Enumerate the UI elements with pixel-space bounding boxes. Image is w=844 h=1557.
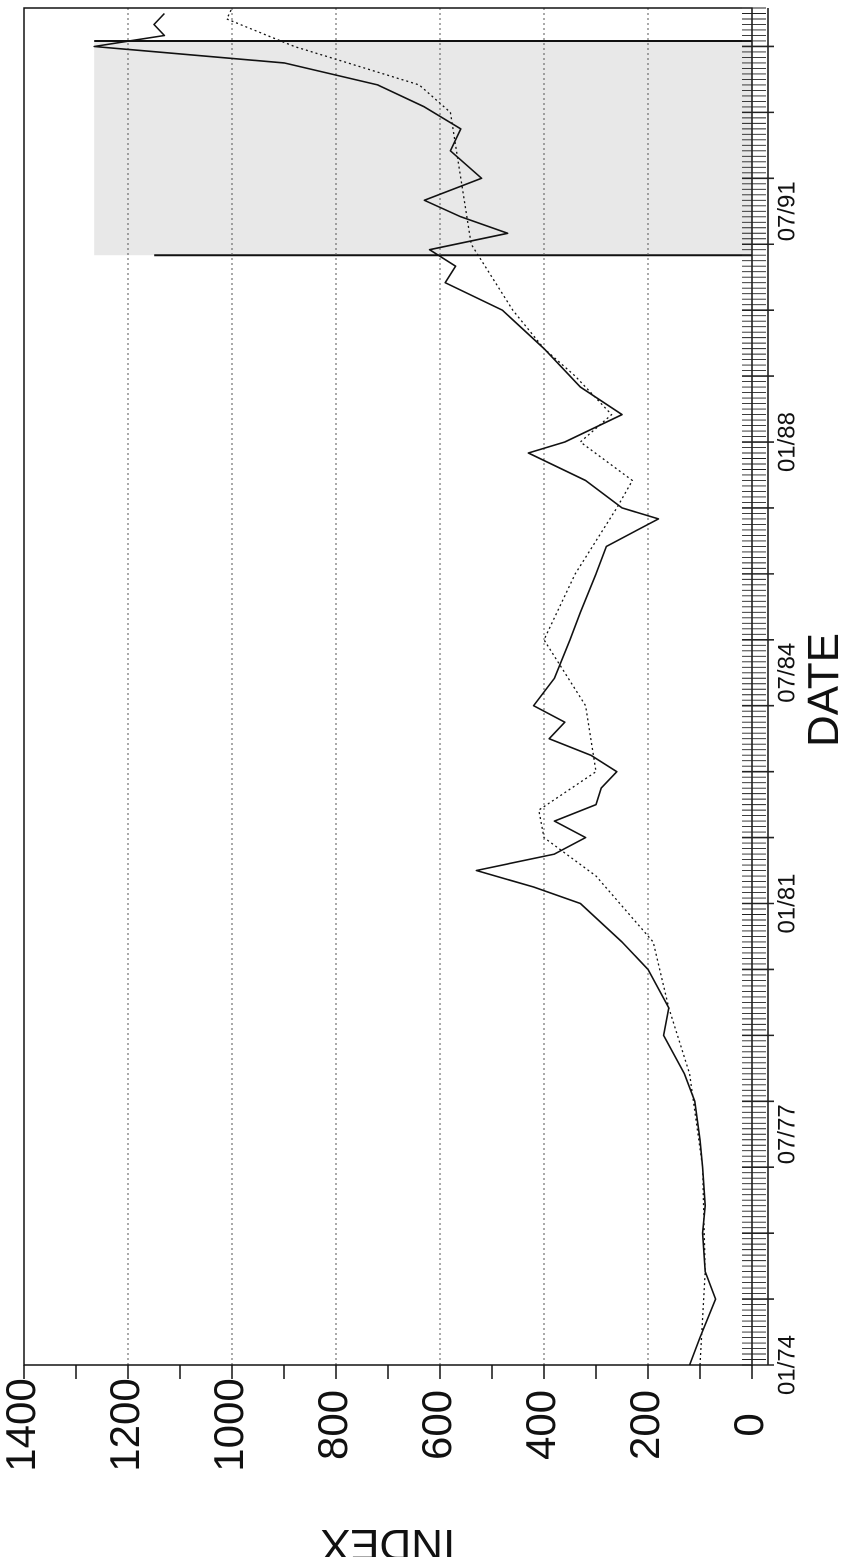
y-tick-label: 400 [517,1390,564,1460]
tick-labels-layer: 0 200 400 600 800 1000 1200 1400 01/74 07/77 01/81… [0,181,800,1471]
y-tick-label: 1400 [0,1378,44,1471]
y-axis-title: INDEX [321,1520,455,1557]
x-axis-title: DATE [799,633,844,747]
series-line-solid [93,12,717,1366]
tick-marks-layer [23,7,774,1379]
x-tick-label: 07/91 [773,181,800,241]
y-tick-label: 1200 [101,1378,148,1471]
x-tick-label: 07/77 [773,1104,800,1164]
x-tick-label: 01/81 [773,873,800,933]
y-tick-label: 0 [725,1413,772,1436]
x-tick-label: 07/84 [773,643,800,703]
shaded-region [94,40,752,256]
y-tick-label: 200 [621,1390,668,1460]
series-layer [93,7,717,1366]
x-tick-label: 01/74 [773,1335,800,1395]
x-tick-label: 01/88 [773,412,800,472]
shaded-region-layer [94,39,752,257]
grid-layer [127,8,649,1365]
y-tick-label: 1000 [205,1378,252,1471]
y-tick-label: 800 [309,1390,356,1460]
y-tick-label: 600 [413,1390,460,1460]
